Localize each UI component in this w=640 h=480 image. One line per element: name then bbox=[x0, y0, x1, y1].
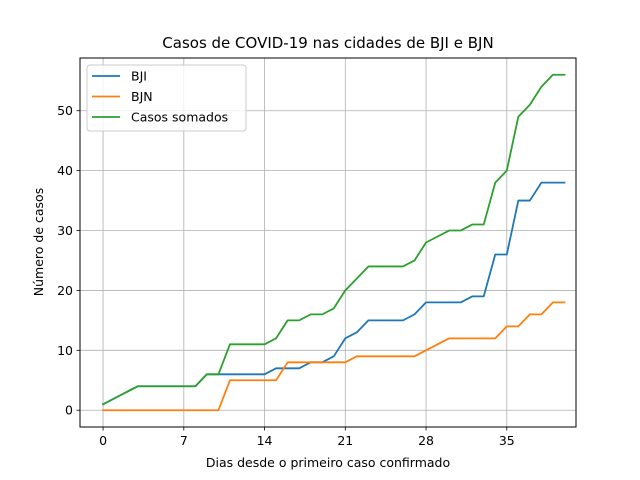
x-tick-label: 14 bbox=[257, 433, 273, 448]
series-line bbox=[101, 73, 566, 406]
y-tick-label: 50 bbox=[57, 103, 73, 118]
legend-label: BJI bbox=[131, 69, 147, 84]
y-tick-label: 30 bbox=[57, 223, 73, 238]
grid bbox=[80, 58, 576, 427]
x-tick-label: 7 bbox=[180, 433, 188, 448]
y-tick-label: 10 bbox=[57, 343, 73, 358]
legend-label: BJN bbox=[131, 89, 153, 104]
y-axis-label: Número de casos bbox=[31, 188, 46, 296]
plot-frame bbox=[79, 57, 577, 428]
series-lines bbox=[101, 73, 566, 412]
legend: BJI BJN Casos somados bbox=[86, 64, 247, 132]
x-tick-label: 21 bbox=[337, 433, 353, 448]
chart-title: Casos de COVID-19 nas cidades de BJI e B… bbox=[162, 34, 493, 52]
legend-box bbox=[86, 64, 247, 132]
y-tick-label: 40 bbox=[57, 163, 73, 178]
x-axis-label: Dias desde o primeiro caso confirmado bbox=[206, 455, 450, 470]
legend-label: Casos somados bbox=[131, 110, 228, 125]
axis-ticks: 0 7 14 21 28 35 0 10 20 30 40 50 bbox=[57, 103, 515, 448]
x-tick-label: 0 bbox=[99, 433, 107, 448]
y-tick-label: 0 bbox=[65, 403, 73, 418]
x-tick-label: 28 bbox=[418, 433, 434, 448]
series-line bbox=[102, 301, 566, 412]
x-tick-label: 35 bbox=[499, 433, 515, 448]
y-tick-label: 20 bbox=[57, 283, 73, 298]
